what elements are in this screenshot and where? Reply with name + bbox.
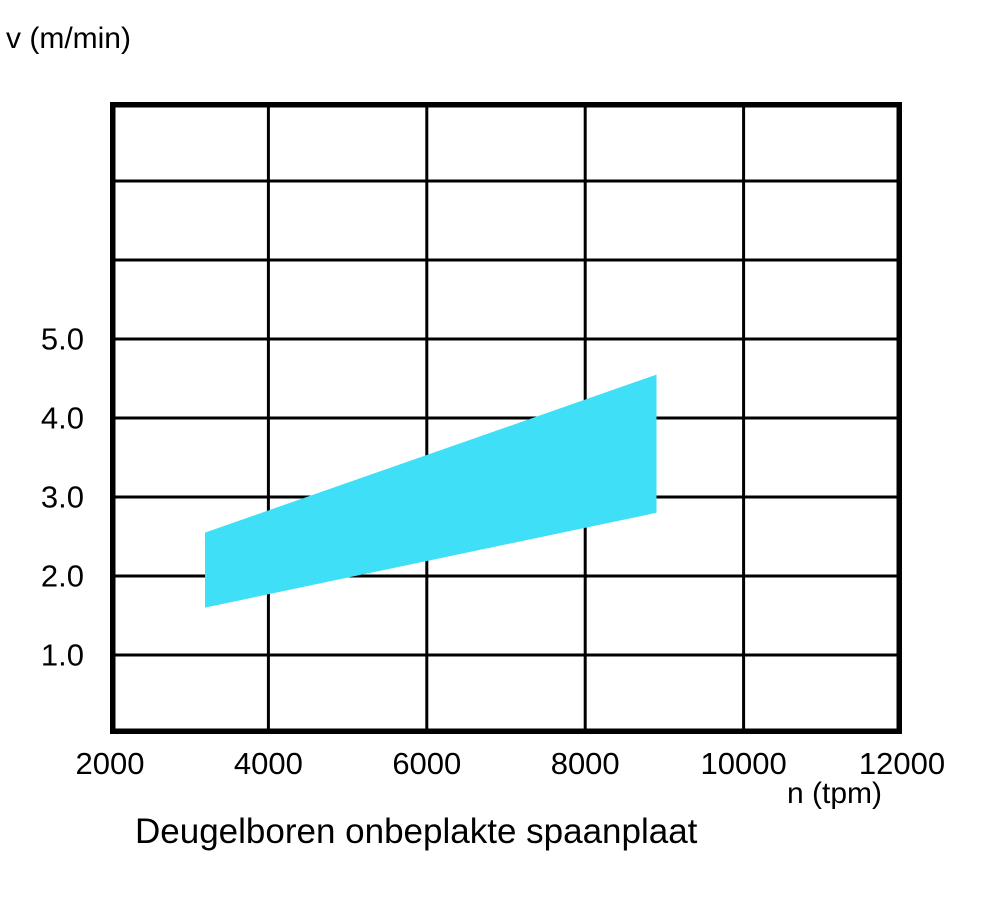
x-tick-label: 4000 [233, 746, 303, 781]
y-tick-label: 3.0 [40, 479, 84, 515]
speed-range-band [205, 374, 657, 608]
plot-border [110, 102, 902, 734]
y-tick-labels: 1.0 2.0 3.0 4.0 5.0 [0, 102, 84, 734]
x-tick-label: 6000 [392, 746, 462, 781]
x-axis-title: n (tpm) [787, 777, 883, 810]
y-tick-label: 4.0 [40, 400, 84, 436]
x-tick-label: 12000 [858, 746, 946, 781]
x-tick-label: 2000 [75, 746, 145, 781]
plot-area [110, 102, 902, 734]
x-tick-label: 10000 [700, 746, 787, 781]
y-axis-title: v (m/min) [6, 22, 131, 55]
y-tick-label: 1.0 [40, 637, 84, 673]
x-tick-label: 8000 [550, 746, 620, 781]
plot-svg [110, 102, 902, 734]
y-tick-label: 2.0 [40, 558, 84, 594]
chart-title: Deugelboren onbeplakte spaanplaat [135, 812, 698, 851]
y-tick-label: 5.0 [40, 321, 84, 357]
x-tick-labels: 2000 4000 6000 8000 10000 12000 [76, 746, 946, 782]
